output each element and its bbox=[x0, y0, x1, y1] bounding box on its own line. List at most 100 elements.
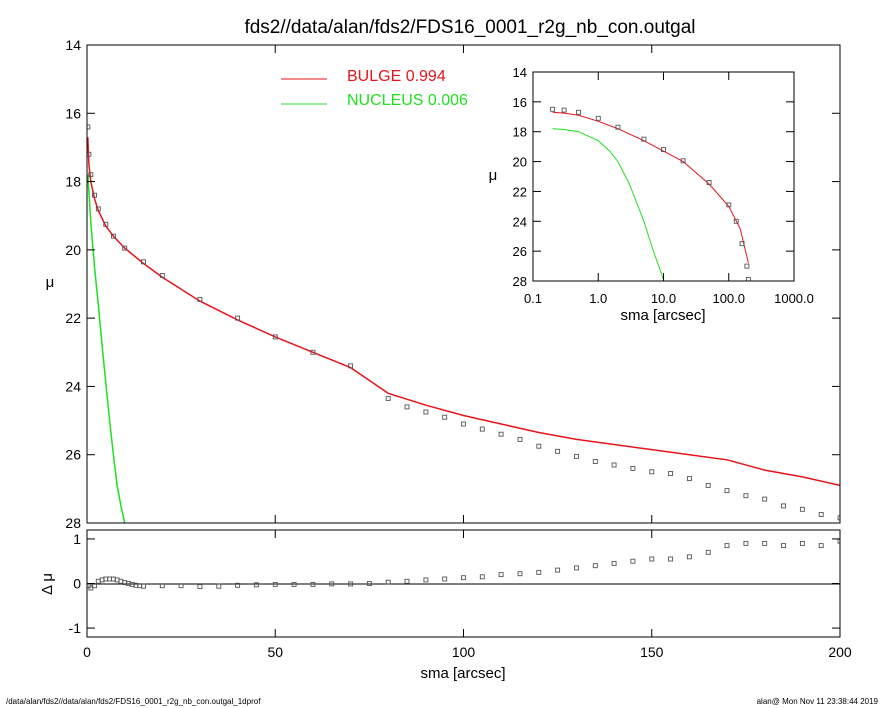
data-point bbox=[743, 540, 749, 546]
data-point bbox=[310, 581, 316, 587]
footer-right: alan@ Mon Nov 11 23:38:44 2019 bbox=[757, 697, 879, 706]
footer-left: /data/alan/fds2//data/alan/fds2/FDS16_00… bbox=[6, 697, 261, 706]
data-point bbox=[630, 558, 636, 564]
y-tick-label: 26 bbox=[65, 447, 81, 463]
data-point bbox=[745, 277, 751, 281]
data-point bbox=[404, 578, 410, 584]
data-point bbox=[95, 206, 101, 212]
series-line-bulge bbox=[87, 137, 840, 487]
series-line-nucleus bbox=[552, 128, 664, 280]
y-tick-label: 26 bbox=[513, 244, 527, 259]
data-point bbox=[668, 556, 674, 562]
legend-label-nucleus: NUCLEUS 0.006 bbox=[347, 92, 468, 109]
data-point bbox=[555, 567, 561, 573]
inset-plot-marks bbox=[550, 106, 751, 281]
data-point bbox=[216, 583, 222, 589]
data-point bbox=[781, 543, 786, 549]
residual-panel: 0 50 100 150 200-101 Δ μ sma [arcsec] bbox=[39, 529, 852, 682]
data-point bbox=[686, 554, 692, 560]
main-panel: 14 16 18 20 22 24 26 28 μ BULGE 0.994 NUCLEUS 0… bbox=[46, 37, 841, 531]
data-point bbox=[550, 106, 556, 112]
data-point bbox=[724, 488, 730, 494]
data-point bbox=[595, 115, 601, 121]
data-point bbox=[661, 147, 666, 153]
x-tick-label: 50 bbox=[267, 644, 283, 660]
x-tick-label: 200 bbox=[828, 644, 852, 660]
data-point bbox=[88, 172, 94, 178]
data-point bbox=[762, 540, 768, 546]
data-point bbox=[479, 574, 485, 580]
data-point bbox=[615, 124, 621, 130]
y-tick-label: -1 bbox=[69, 620, 82, 636]
inset-ticks: 0.1 1.0 10.0 100.0 1000.0 14 16 18 20 22 24 26 28 bbox=[513, 65, 814, 306]
y-tick-label: 22 bbox=[513, 184, 527, 199]
data-point bbox=[178, 583, 184, 589]
main-plot-marks bbox=[87, 124, 840, 523]
y-tick-label: 16 bbox=[65, 105, 81, 121]
legend-label-bulge: BULGE 0.994 bbox=[347, 68, 446, 85]
residual-ticks: 0 50 100 150 200-101 bbox=[69, 530, 852, 660]
data-point bbox=[705, 549, 711, 555]
data-point bbox=[517, 436, 523, 442]
data-point bbox=[122, 245, 128, 251]
data-point bbox=[272, 334, 278, 340]
data-point bbox=[611, 462, 617, 468]
inset-y-axis-label: μ bbox=[489, 167, 498, 184]
data-point bbox=[555, 448, 561, 454]
data-point bbox=[592, 459, 598, 464]
main-y-axis-label: μ bbox=[46, 274, 55, 291]
inset-panel: 0.1 1.0 10.0 100.0 1000.0 14 16 18 20 22 24 26 28 sm… bbox=[489, 65, 814, 324]
residual-plot-area bbox=[87, 538, 840, 591]
data-point bbox=[329, 581, 335, 587]
series-line-bulge bbox=[552, 111, 749, 264]
data-point bbox=[630, 465, 636, 471]
data-point bbox=[423, 577, 429, 583]
data-point bbox=[348, 363, 354, 369]
data-point bbox=[818, 543, 824, 549]
inset-x-axis-label: sma [arcsec] bbox=[620, 307, 705, 324]
inset-plot-area bbox=[550, 106, 751, 281]
y-tick-label: 1 bbox=[73, 531, 81, 547]
data-point bbox=[517, 571, 523, 577]
data-point bbox=[744, 263, 750, 269]
data-point bbox=[310, 349, 316, 355]
data-point bbox=[799, 540, 805, 546]
data-point bbox=[92, 192, 97, 198]
data-point bbox=[739, 241, 745, 247]
residual-y-axis-label: Δ μ bbox=[39, 573, 56, 595]
data-point bbox=[498, 431, 504, 437]
data-point bbox=[110, 233, 116, 239]
data-point bbox=[536, 569, 542, 575]
x-tick-label: 150 bbox=[640, 644, 664, 660]
x-axis-label: sma [arcsec] bbox=[420, 665, 505, 682]
data-point bbox=[576, 109, 582, 115]
x-tick-label: 10.0 bbox=[651, 291, 676, 306]
data-point bbox=[726, 202, 732, 208]
y-tick-label: 28 bbox=[513, 274, 527, 289]
res-plot-marks bbox=[87, 538, 840, 591]
data-point bbox=[348, 581, 354, 587]
data-point bbox=[87, 124, 91, 130]
data-point bbox=[837, 538, 840, 544]
y-tick-label: 14 bbox=[65, 37, 81, 53]
data-point bbox=[141, 583, 146, 589]
data-point bbox=[561, 107, 567, 113]
data-point bbox=[536, 443, 542, 449]
data-point bbox=[668, 471, 674, 476]
data-point bbox=[87, 151, 92, 157]
y-tick-label: 20 bbox=[513, 155, 527, 170]
data-point bbox=[574, 453, 579, 459]
chart-title: fds2//data/alan/fds2/FDS16_0001_r2g_nb_c… bbox=[244, 17, 695, 38]
data-point bbox=[197, 296, 203, 302]
data-point bbox=[159, 273, 165, 278]
data-point bbox=[197, 584, 203, 590]
data-point bbox=[235, 582, 241, 588]
data-point bbox=[837, 515, 840, 521]
data-point bbox=[366, 581, 372, 586]
data-point bbox=[781, 503, 786, 509]
y-tick-label: 24 bbox=[513, 214, 527, 229]
data-point bbox=[705, 482, 711, 488]
series-line-nucleus bbox=[87, 174, 126, 523]
y-tick-label: 22 bbox=[65, 310, 81, 326]
